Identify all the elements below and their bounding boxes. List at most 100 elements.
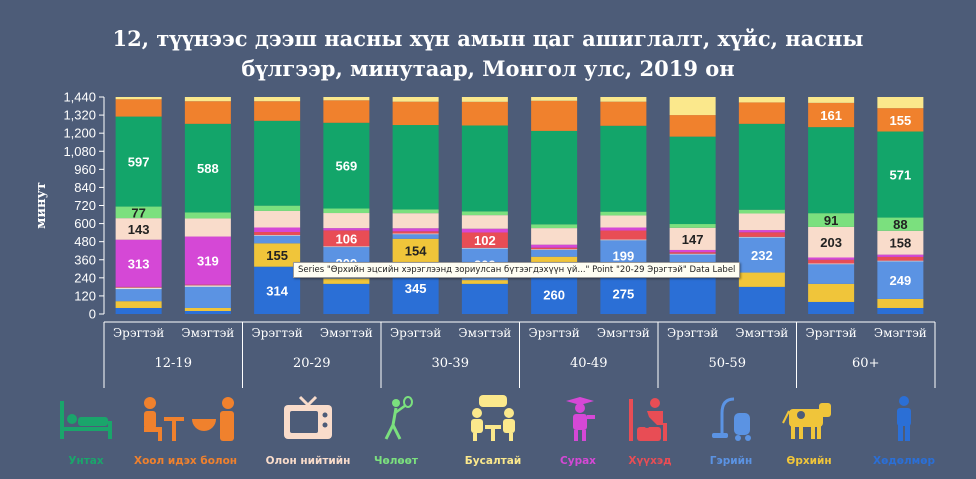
data-label: 154	[405, 243, 427, 258]
bar-segment	[600, 211, 647, 216]
bar-segment	[392, 213, 439, 229]
worker-icon	[897, 396, 911, 441]
bar-segment	[877, 108, 924, 132]
bar-segment	[115, 218, 162, 240]
bar-segment	[669, 252, 716, 254]
bar-segment	[392, 234, 439, 239]
x-group-label: 50-59	[709, 356, 746, 371]
bar-segment	[461, 280, 508, 284]
bar-segment	[461, 211, 508, 216]
bar-segment	[323, 208, 370, 214]
data-label: 143	[128, 222, 150, 237]
legend-item-media: Олон нийтийн	[258, 395, 358, 467]
data-label: 275	[613, 286, 635, 301]
y-tick-label: 360	[74, 252, 96, 267]
bar-segment	[461, 232, 508, 248]
y-axis-label: минут	[34, 182, 49, 229]
bar-segment	[600, 230, 647, 240]
x-sex-label: Эмэгтэй	[458, 326, 511, 340]
data-label: 161	[820, 108, 842, 123]
bar-segment	[669, 115, 716, 137]
data-label-tooltip: Series "Өрхийн эцсийн хэрэглээнд зориулс…	[293, 262, 741, 278]
x-group-label: 30-39	[432, 356, 469, 371]
x-sex-label: Эрэгтэй	[113, 326, 164, 340]
data-label: 597	[128, 155, 150, 170]
legend-item-sleep: Унтах	[36, 395, 136, 467]
chart-title-line-1: 12, түүнээс дээш насны хүн амын цаг ашиг…	[112, 26, 864, 51]
bar-segment	[600, 227, 647, 231]
bar-segment	[461, 125, 508, 212]
legend-item-household-production: Өрхийн	[759, 395, 859, 467]
bar-segment	[738, 286, 785, 314]
bar-segment	[323, 97, 370, 101]
bar-segment	[184, 236, 231, 285]
bar-segment	[877, 307, 924, 314]
bar-segment	[184, 212, 231, 219]
legend-label: Хөдөлмөр	[872, 455, 935, 467]
bar-segment	[254, 210, 301, 228]
bar-segment	[877, 261, 924, 299]
bar-segment	[184, 97, 231, 102]
legend-item-social: Бусалтай	[443, 395, 543, 467]
x-sex-label: Эрэгтэй	[390, 326, 441, 340]
bar-segment	[392, 101, 439, 126]
bar-segment	[877, 230, 924, 255]
x-sex-label: Эрэгтэй	[667, 326, 718, 340]
bar-segment	[738, 230, 785, 233]
legend-label: Олон нийтийн	[265, 455, 351, 467]
bar-segment	[531, 97, 578, 101]
legend-item-leisure: Чөлөөт	[346, 395, 446, 467]
legend-item-labor: Хөдөлмөр	[854, 395, 954, 467]
data-label: 588	[197, 161, 219, 176]
legend-label: Өрхийн	[786, 455, 832, 467]
legend-label: Гэрийн	[709, 455, 753, 467]
bar-segment	[254, 243, 301, 267]
bar-segment	[531, 247, 578, 250]
bar-segment	[184, 310, 231, 314]
bar-segment	[877, 217, 924, 231]
bar-segment	[600, 239, 647, 241]
bar-segment	[808, 259, 855, 264]
legend-label: Хүүхэд	[628, 455, 672, 467]
data-label: 158	[890, 236, 912, 251]
y-tick-label: 240	[74, 270, 96, 285]
bar-segment	[254, 101, 301, 121]
bar-segment	[669, 97, 716, 116]
childcare-icon	[629, 398, 667, 441]
y-tick-label: 600	[74, 216, 96, 231]
bar-segment	[254, 227, 301, 233]
people-talking-icon	[471, 395, 515, 441]
bar-segment	[531, 130, 578, 225]
y-tick-label: 0	[89, 307, 96, 322]
bar-segment	[738, 272, 785, 287]
bar-segment	[115, 287, 162, 290]
bar-segment	[669, 253, 716, 255]
x-group-label: 12-19	[155, 356, 192, 371]
bar-segment	[877, 254, 924, 257]
x-group-label: 60+	[852, 356, 879, 371]
bar-segment	[323, 246, 370, 248]
bar-segment	[669, 249, 716, 253]
y-tick-label: 1,200	[63, 126, 96, 141]
bar-segment	[531, 274, 578, 314]
legend-item-housework: Гэрийн	[681, 395, 781, 467]
bar-segment	[808, 264, 855, 284]
bar-segment	[323, 228, 370, 231]
bar-segment	[877, 97, 924, 109]
bar-segment	[461, 247, 508, 249]
y-tick-label: 120	[74, 288, 96, 303]
legend-item-childcare: Хүүхэд	[600, 395, 700, 467]
bar-segment	[254, 266, 301, 314]
bar-segment	[738, 213, 785, 231]
stacked-bar-chart: 3131437759731958831415520910656934515420…	[34, 90, 936, 388]
bar-segment	[184, 285, 231, 287]
bar-segment	[877, 298, 924, 308]
vacuum-cleaner-icon	[712, 397, 751, 441]
bar-segment	[738, 102, 785, 124]
bar-segment	[323, 122, 370, 209]
y-tick-label: 1,440	[63, 90, 96, 105]
bar-segment	[115, 97, 162, 100]
data-label: 102	[474, 233, 496, 248]
bar-segment	[392, 209, 439, 214]
x-sex-label: Эмэгтэй	[874, 326, 927, 340]
